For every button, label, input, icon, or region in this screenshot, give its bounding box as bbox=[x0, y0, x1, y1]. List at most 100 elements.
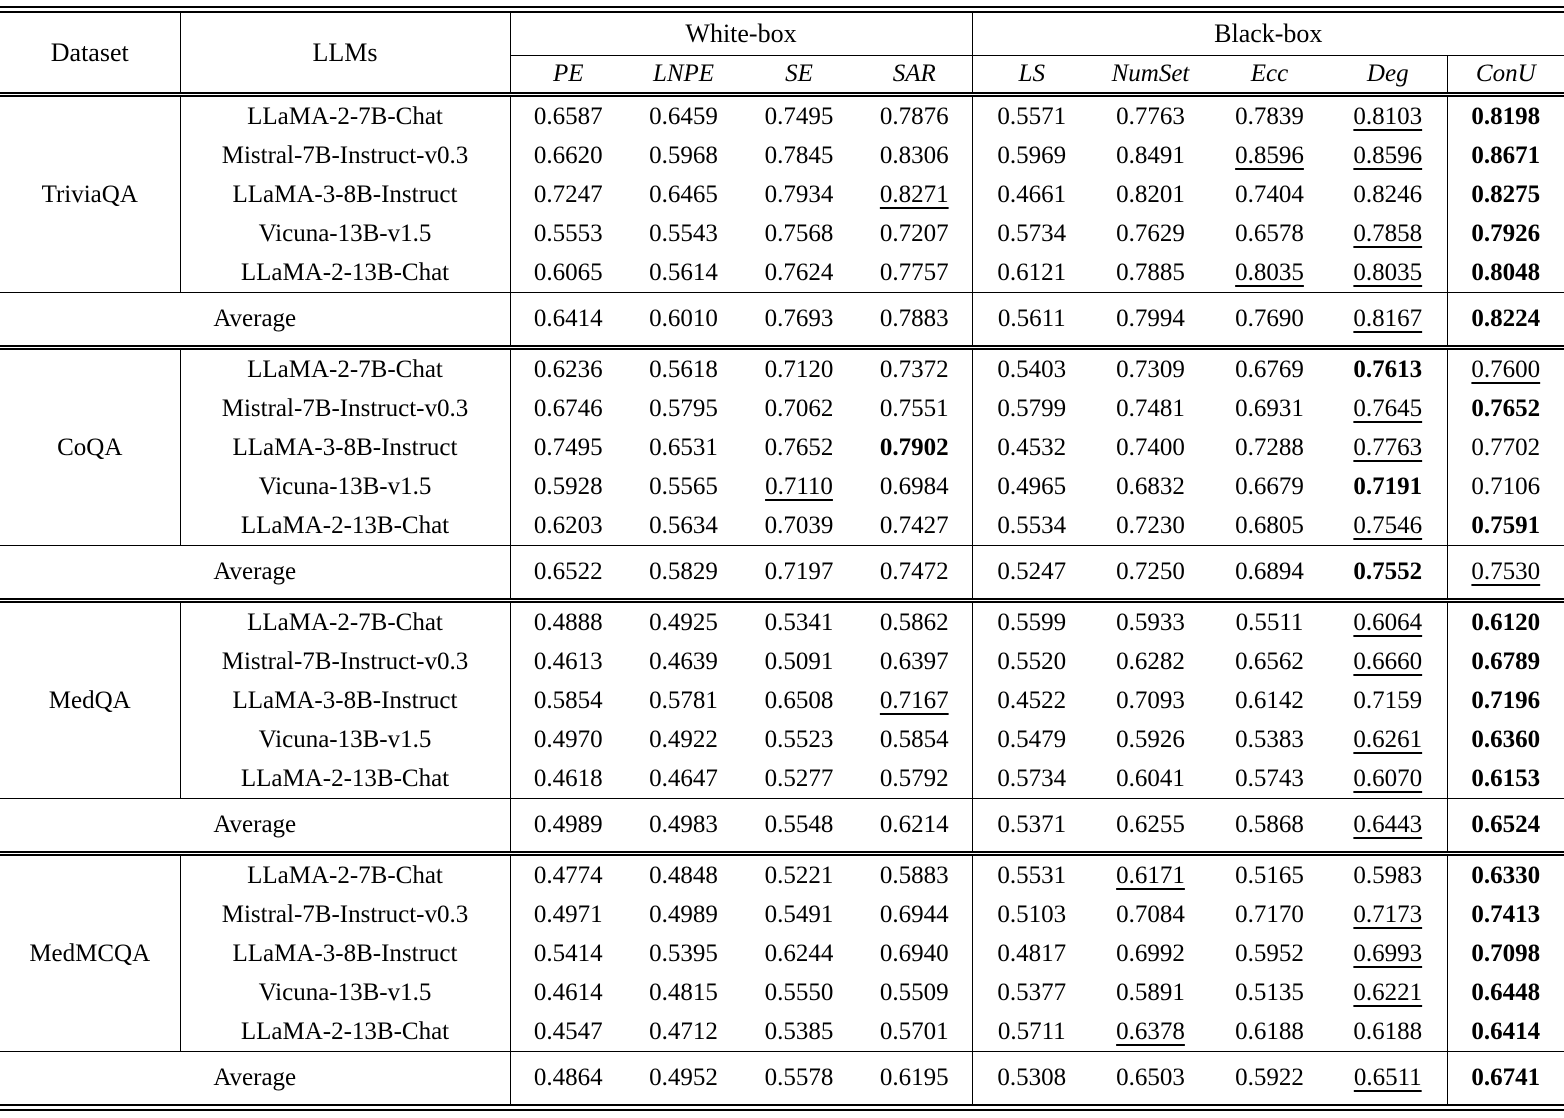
metric-value: 0.7702 bbox=[1471, 433, 1541, 461]
metric-value-cell: 0.7551 bbox=[857, 389, 973, 428]
metric-value-cell: 0.7400 bbox=[1091, 428, 1210, 467]
metric-value: 0.6195 bbox=[879, 1064, 949, 1091]
metric-value: 0.4815 bbox=[649, 978, 718, 1006]
metric-value-cell: 0.5509 bbox=[857, 973, 973, 1012]
metric-value-cell: 0.5277 bbox=[741, 759, 857, 799]
metric-value-cell: 0.4952 bbox=[626, 1051, 741, 1108]
metric-value-cell: 0.6120 bbox=[1447, 601, 1564, 643]
metric-value-cell: 0.5854 bbox=[510, 681, 626, 720]
metric-value: 0.6188 bbox=[1235, 1017, 1304, 1045]
metric-value: 0.7495 bbox=[533, 433, 603, 461]
metric-value: 0.8048 bbox=[1471, 258, 1541, 286]
metric-value-cell: 0.7084 bbox=[1091, 895, 1210, 934]
metric-value: 0.7309 bbox=[1116, 355, 1185, 383]
col-header-se: SE bbox=[741, 55, 857, 97]
metric-value-cell: 0.7885 bbox=[1091, 253, 1210, 293]
metric-value: 0.7763 bbox=[1116, 102, 1185, 130]
metric-value: 0.6236 bbox=[533, 355, 603, 383]
metric-value: 0.4647 bbox=[649, 764, 718, 792]
metric-value: 0.5922 bbox=[1235, 1064, 1304, 1091]
col-header-conu: ConU bbox=[1447, 55, 1564, 97]
metric-value: 0.6465 bbox=[649, 180, 718, 208]
table-row: Mistral-7B-Instruct-v0.3 0.4613 0.4639 0.50… bbox=[0, 642, 1564, 681]
metric-value: 0.6984 bbox=[879, 472, 949, 500]
metric-value-cell: 0.5531 bbox=[972, 854, 1091, 896]
llm-name: LLaMA-2-13B-Chat bbox=[180, 1012, 511, 1052]
metric-value: 0.6010 bbox=[649, 305, 718, 332]
metric-value-cell: 0.7170 bbox=[1210, 895, 1329, 934]
metric-value: 0.6508 bbox=[764, 686, 834, 714]
col-header-sar: SAR bbox=[857, 55, 973, 97]
metric-value-cell: 0.6511 bbox=[1329, 1051, 1448, 1108]
metric-value-cell: 0.5711 bbox=[972, 1012, 1091, 1052]
metric-value-cell: 0.5781 bbox=[626, 681, 741, 720]
metric-value-cell: 0.6465 bbox=[626, 175, 741, 214]
metric-value-cell: 0.6414 bbox=[510, 292, 626, 350]
table-row: LLaMA-3-8B-Instruct 0.5414 0.5395 0.6244 0.6… bbox=[0, 934, 1564, 973]
metric-value: 0.6746 bbox=[533, 394, 603, 422]
metric-value-cell: 0.6832 bbox=[1091, 467, 1210, 506]
metric-value-cell: 0.5618 bbox=[626, 348, 741, 390]
metric-value-cell: 0.7039 bbox=[741, 506, 857, 546]
metric-value-cell: 0.6769 bbox=[1210, 348, 1329, 390]
metric-value: 0.7885 bbox=[1116, 258, 1185, 286]
metric-value-cell: 0.5221 bbox=[741, 854, 857, 896]
metric-value: 0.7546 bbox=[1353, 511, 1423, 539]
metric-value-cell: 0.6508 bbox=[741, 681, 857, 720]
metric-value: 0.8103 bbox=[1353, 102, 1423, 130]
metric-value: 0.5578 bbox=[764, 1064, 834, 1091]
metric-value-cell: 0.5520 bbox=[972, 642, 1091, 681]
metric-value-cell: 0.6397 bbox=[857, 642, 973, 681]
metric-value: 0.4848 bbox=[649, 861, 718, 889]
metric-value: 0.6397 bbox=[879, 647, 949, 675]
metric-value: 0.5520 bbox=[997, 647, 1067, 675]
metric-value: 0.7902 bbox=[879, 433, 949, 461]
metric-value: 0.6064 bbox=[1353, 608, 1423, 636]
metric-value-cell: 0.6741 bbox=[1447, 1051, 1564, 1108]
metric-value: 0.5091 bbox=[764, 647, 834, 675]
metric-value: 0.5491 bbox=[764, 900, 834, 928]
metric-value-cell: 0.8048 bbox=[1447, 253, 1564, 293]
metric-value-cell: 0.7472 bbox=[857, 545, 973, 603]
metric-value: 0.6214 bbox=[879, 811, 949, 838]
metric-value-cell: 0.7372 bbox=[857, 347, 973, 389]
metric-value: 0.5531 bbox=[997, 861, 1067, 889]
metric-value-cell: 0.7427 bbox=[857, 506, 973, 546]
table-row: CoQA LLaMA-2-7B-Chat 0.6236 0.5618 0.7120 0.7… bbox=[0, 347, 1564, 546]
metric-value: 0.5543 bbox=[649, 219, 718, 247]
metric-value: 0.7191 bbox=[1353, 472, 1423, 500]
metric-value-cell: 0.7173 bbox=[1329, 895, 1448, 934]
metric-value-cell: 0.5792 bbox=[857, 759, 973, 799]
metric-value: 0.6414 bbox=[1471, 1017, 1541, 1045]
metric-value-cell: 0.8275 bbox=[1447, 175, 1564, 214]
results-table: Dataset LLMs White-box Black-box PE LNPE… bbox=[0, 6, 1564, 1111]
metric-value-cell: 0.8201 bbox=[1091, 175, 1210, 214]
metric-value: 0.8271 bbox=[879, 180, 949, 208]
metric-value-cell: 0.6065 bbox=[510, 253, 626, 293]
metric-value-cell: 0.5926 bbox=[1091, 720, 1210, 759]
metric-value-cell: 0.5479 bbox=[972, 720, 1091, 759]
col-header-deg: Deg bbox=[1329, 55, 1448, 97]
metric-value-cell: 0.7159 bbox=[1329, 681, 1448, 720]
llm-name: LLaMA-2-7B-Chat bbox=[180, 347, 511, 389]
metric-value-cell: 0.7250 bbox=[1091, 545, 1210, 603]
metric-value: 0.6255 bbox=[1116, 811, 1185, 838]
metric-value: 0.6931 bbox=[1235, 394, 1304, 422]
metric-value-cell: 0.7546 bbox=[1329, 506, 1448, 546]
metric-value-cell: 0.7876 bbox=[857, 94, 973, 136]
metric-value: 0.5883 bbox=[879, 861, 949, 889]
metric-value-cell: 0.8246 bbox=[1329, 175, 1448, 214]
metric-value: 0.7763 bbox=[1353, 433, 1423, 461]
llm-name: Mistral-7B-Instruct-v0.3 bbox=[180, 136, 511, 175]
metric-value: 0.6578 bbox=[1235, 219, 1304, 247]
average-label: Average bbox=[0, 545, 511, 603]
average-label: Average bbox=[0, 1051, 511, 1108]
metric-value-cell: 0.6010 bbox=[626, 292, 741, 350]
metric-value: 0.8035 bbox=[1353, 258, 1423, 286]
metric-value-cell: 0.7994 bbox=[1091, 292, 1210, 350]
metric-value: 0.4774 bbox=[533, 861, 603, 889]
average-label: Average bbox=[0, 798, 511, 856]
metric-value-cell: 0.7839 bbox=[1210, 95, 1329, 137]
metric-value: 0.4922 bbox=[649, 725, 718, 753]
metric-value-cell: 0.7645 bbox=[1329, 389, 1448, 428]
